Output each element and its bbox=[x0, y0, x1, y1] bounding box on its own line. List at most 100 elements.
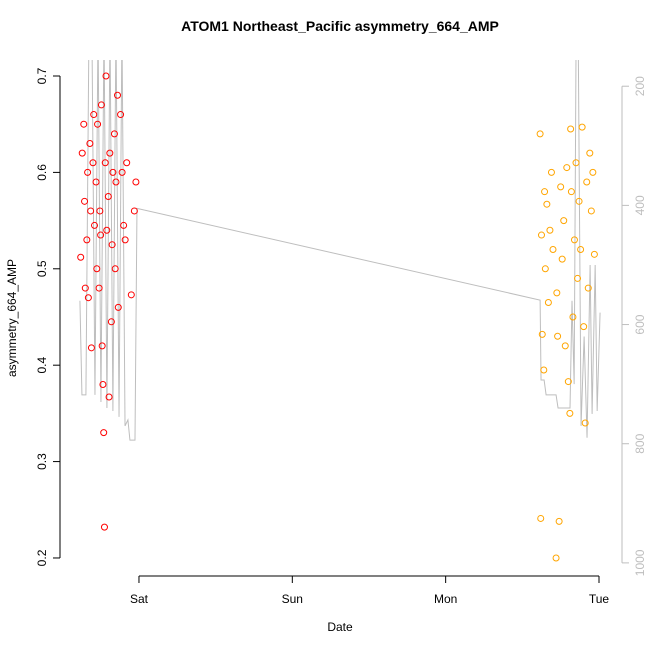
point bbox=[104, 192, 112, 200]
x-axis-label: Date bbox=[327, 620, 353, 634]
point bbox=[90, 111, 98, 119]
point bbox=[109, 168, 117, 176]
point bbox=[544, 299, 552, 307]
point bbox=[105, 393, 113, 401]
point bbox=[575, 197, 583, 205]
point bbox=[549, 246, 557, 254]
x-tick-label: Sat bbox=[130, 592, 149, 606]
point bbox=[81, 197, 89, 205]
point bbox=[123, 159, 131, 167]
chart-title: ATOM1 Northeast_Pacific asymmetry_664_AM… bbox=[181, 18, 499, 34]
y2-tick-label: 600 bbox=[633, 314, 647, 334]
point bbox=[97, 101, 105, 109]
point bbox=[558, 255, 566, 263]
point bbox=[557, 183, 565, 191]
point bbox=[103, 226, 111, 234]
point bbox=[552, 554, 560, 562]
point bbox=[540, 366, 548, 374]
point bbox=[590, 250, 598, 258]
point bbox=[81, 284, 89, 292]
point bbox=[543, 200, 551, 208]
point bbox=[100, 523, 108, 531]
point bbox=[108, 241, 116, 249]
x-tick-label: Tue bbox=[589, 592, 610, 606]
point bbox=[127, 291, 135, 299]
point bbox=[111, 265, 119, 273]
point bbox=[538, 330, 546, 338]
point bbox=[580, 323, 588, 331]
point bbox=[110, 130, 118, 138]
point bbox=[554, 332, 562, 340]
y2-tick-label: 200 bbox=[633, 76, 647, 96]
point bbox=[561, 342, 569, 350]
point bbox=[99, 380, 107, 388]
point bbox=[584, 284, 592, 292]
point bbox=[93, 265, 101, 273]
y2-tick-label: 400 bbox=[633, 195, 647, 215]
point bbox=[570, 236, 578, 244]
y-tick-label: 0.3 bbox=[35, 453, 49, 470]
point bbox=[546, 226, 554, 234]
y-tick-label: 0.6 bbox=[35, 164, 49, 181]
point bbox=[120, 221, 128, 229]
point bbox=[95, 284, 103, 292]
point bbox=[84, 168, 92, 176]
point bbox=[89, 159, 97, 167]
point bbox=[567, 125, 575, 133]
x-tick-label: Sun bbox=[282, 592, 303, 606]
point bbox=[130, 207, 138, 215]
point bbox=[84, 294, 92, 302]
point bbox=[80, 120, 88, 128]
point bbox=[581, 419, 589, 427]
point bbox=[100, 429, 108, 437]
plot-area bbox=[77, 60, 601, 562]
point bbox=[98, 342, 106, 350]
y-tick-label: 0.2 bbox=[35, 549, 49, 566]
point bbox=[578, 123, 586, 131]
y-axis-label: asymmetry_664_AMP bbox=[5, 259, 19, 377]
point bbox=[572, 159, 580, 167]
point bbox=[536, 130, 544, 138]
point bbox=[587, 207, 595, 215]
point bbox=[537, 231, 545, 239]
y-tick-label: 0.4 bbox=[35, 357, 49, 374]
point bbox=[555, 517, 563, 525]
point bbox=[86, 139, 94, 147]
point bbox=[106, 149, 114, 157]
point bbox=[541, 188, 549, 196]
point bbox=[569, 313, 577, 321]
depth-line bbox=[79, 60, 601, 441]
point bbox=[114, 91, 122, 99]
point bbox=[553, 289, 561, 297]
point bbox=[537, 514, 545, 522]
point bbox=[132, 178, 140, 186]
point bbox=[563, 164, 571, 172]
point bbox=[574, 274, 582, 282]
point bbox=[77, 253, 85, 261]
point bbox=[92, 178, 100, 186]
point bbox=[83, 236, 91, 244]
point bbox=[118, 168, 126, 176]
point bbox=[541, 265, 549, 273]
point bbox=[577, 246, 585, 254]
point bbox=[583, 178, 591, 186]
point bbox=[78, 149, 86, 157]
y2-tick-label: 800 bbox=[633, 433, 647, 453]
point bbox=[107, 318, 115, 326]
point bbox=[589, 168, 597, 176]
point bbox=[564, 378, 572, 386]
point bbox=[586, 149, 594, 157]
point bbox=[121, 236, 129, 244]
y-tick-label: 0.7 bbox=[35, 67, 49, 84]
point bbox=[560, 217, 568, 225]
x-tick-label: Mon bbox=[434, 592, 457, 606]
point bbox=[567, 188, 575, 196]
y2-tick-label: 1000 bbox=[633, 549, 647, 576]
point bbox=[87, 207, 95, 215]
point bbox=[101, 159, 109, 167]
point bbox=[91, 221, 99, 229]
point bbox=[97, 231, 105, 239]
y-tick-label: 0.5 bbox=[35, 260, 49, 277]
point bbox=[114, 303, 122, 311]
